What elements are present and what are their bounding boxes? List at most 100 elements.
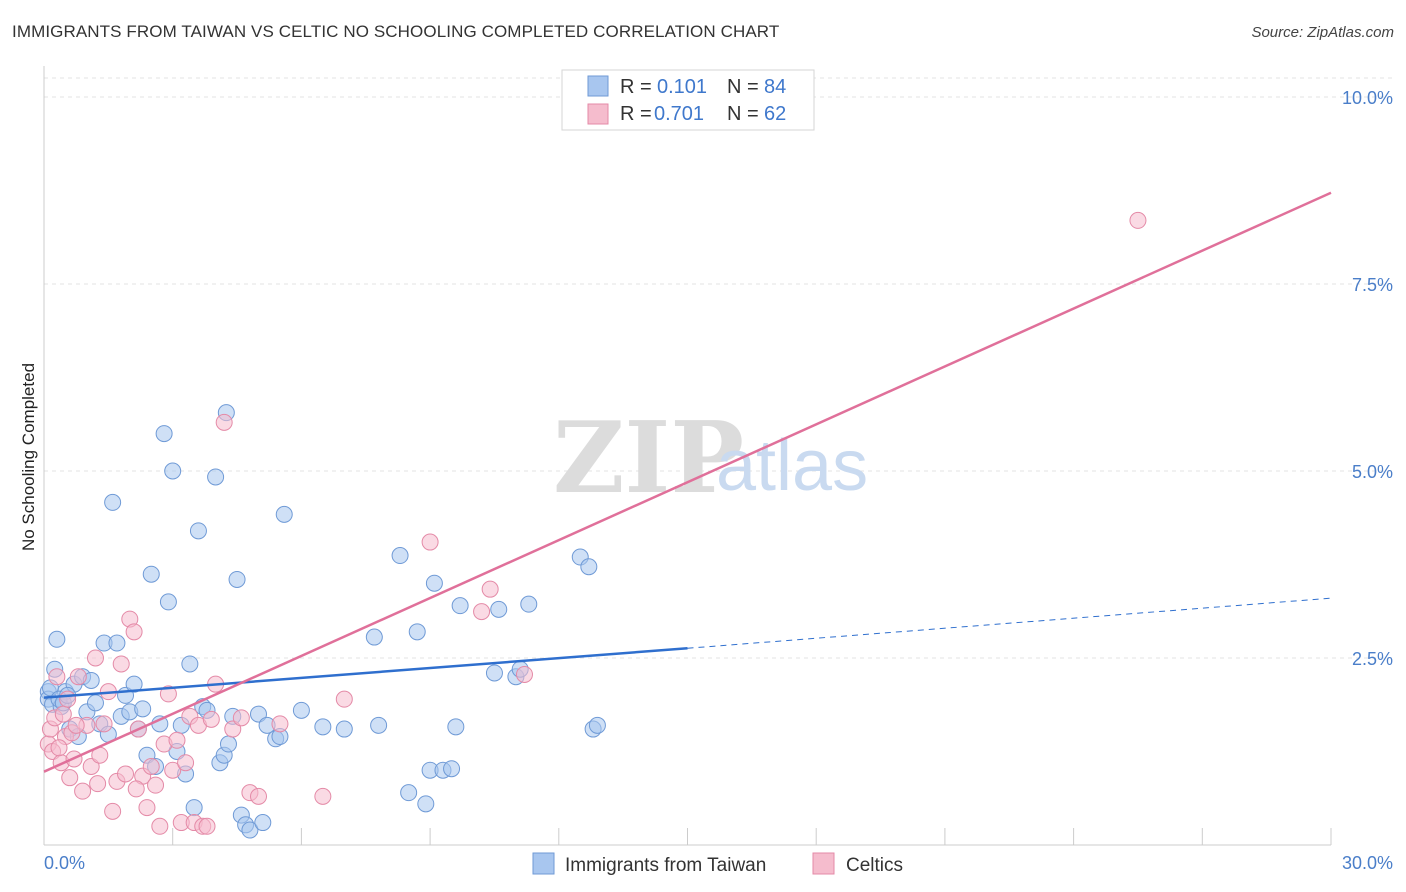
point-celtics [59, 690, 77, 708]
point-taiwan [181, 655, 199, 673]
point-taiwan [408, 623, 426, 641]
point-celtics [1129, 211, 1147, 229]
point-taiwan [159, 593, 177, 611]
bottom-legend-label-celtics: Celtics [846, 855, 903, 876]
point-taiwan [443, 760, 461, 778]
point-celtics [168, 731, 186, 749]
legend-swatch-celtics [587, 103, 609, 125]
point-celtics [54, 705, 72, 723]
point-taiwan [48, 630, 66, 648]
point-celtics [69, 668, 87, 686]
point-celtics [50, 739, 68, 757]
trend-line-taiwan [43, 647, 688, 699]
point-taiwan [164, 462, 182, 480]
point-celtics [515, 665, 533, 683]
point-celtics [82, 757, 100, 775]
x-tick-label: 0.0% [44, 853, 85, 873]
point-celtics [67, 716, 85, 734]
point-taiwan [314, 718, 332, 736]
point-taiwan [451, 597, 469, 615]
bottom-legend-label-taiwan: Immigrants from Taiwan [565, 855, 766, 876]
point-celtics [335, 690, 353, 708]
point-celtics [473, 603, 491, 621]
tick-labels: 2.5% 5.0% 7.5% 10.0% 0.0% 30.0% [44, 88, 1393, 873]
legend-r-value-taiwan: 0.101 [657, 76, 707, 98]
point-celtics [48, 668, 66, 686]
bottom-legend-swatch-taiwan [532, 852, 555, 875]
gridlines [44, 77, 1392, 659]
legend-r-label-taiwan: R = [620, 76, 652, 98]
point-taiwan [370, 716, 388, 734]
point-celtics [198, 817, 216, 835]
point-celtics [61, 769, 79, 787]
point-taiwan [86, 694, 104, 712]
point-celtics [125, 623, 143, 641]
point-taiwan [250, 705, 267, 723]
point-celtics [138, 799, 156, 817]
point-celtics [314, 787, 332, 805]
point-celtics [215, 413, 233, 431]
point-celtics [86, 649, 104, 667]
axes [43, 66, 1332, 846]
point-taiwan [417, 795, 435, 813]
point-taiwan [207, 468, 225, 486]
legend-n-label-taiwan: N = [727, 76, 759, 98]
trend-lines [43, 191, 1332, 773]
point-celtics [147, 776, 165, 794]
y-tick-label: 7.5% [1352, 275, 1393, 295]
point-taiwan [365, 628, 383, 646]
point-taiwan [142, 565, 160, 583]
chart-title: IMMIGRANTS FROM TAIWAN VS CELTIC NO SCHO… [12, 22, 780, 41]
legend-r-value-celtics: 0.701 [654, 103, 704, 125]
legend-r-label-celtics: R = [620, 103, 652, 125]
point-taiwan [275, 505, 293, 523]
watermark-zip: ZIP [553, 401, 744, 516]
point-taiwan [588, 716, 606, 734]
bottom-legend: Immigrants from Taiwan Celtics [532, 852, 903, 876]
point-taiwan [185, 799, 203, 817]
point-celtics [177, 754, 195, 772]
watermark: ZIP atlas [553, 401, 868, 516]
point-taiwan [189, 522, 207, 540]
point-celtics [127, 780, 145, 798]
source-credit: Source: ZipAtlas.com [1251, 24, 1394, 41]
legend-n-value-celtics: 62 [764, 103, 786, 125]
y-tick-label: 2.5% [1352, 649, 1393, 669]
point-taiwan [219, 735, 237, 753]
point-taiwan [335, 720, 353, 738]
point-celtics [142, 757, 160, 775]
point-taiwan [104, 493, 122, 511]
point-taiwan [425, 574, 443, 592]
point-taiwan [108, 634, 126, 652]
point-celtics [112, 655, 130, 673]
legend-n-label-celtics: N = [727, 103, 759, 125]
point-taiwan [241, 821, 259, 839]
point-taiwan [254, 814, 272, 832]
bottom-legend-swatch-celtics [812, 852, 835, 875]
point-taiwan [580, 558, 598, 576]
watermark-atlas: atlas [716, 426, 868, 506]
point-celtics [117, 765, 135, 783]
point-celtics [104, 802, 122, 820]
point-taiwan [490, 600, 508, 618]
point-taiwan [400, 784, 418, 802]
point-taiwan [391, 547, 409, 565]
point-celtics [164, 761, 182, 779]
trend-line-taiwan-extension [687, 597, 1332, 649]
series-celtics-points [39, 211, 1147, 835]
point-taiwan [134, 700, 152, 718]
point-celtics [151, 817, 169, 835]
legend-box: R = 0.101 N = 84 R = 0.701 N = 62 [561, 69, 815, 131]
point-celtics [202, 710, 220, 728]
point-celtics [89, 775, 107, 793]
y-axis-label: No Schooling Completed [19, 363, 38, 551]
point-taiwan [447, 718, 465, 736]
point-celtics [250, 787, 267, 805]
point-celtics [224, 720, 242, 738]
point-celtics [159, 685, 177, 703]
point-celtics [481, 580, 499, 598]
point-taiwan [292, 701, 310, 719]
point-taiwan [520, 595, 538, 613]
point-celtics [421, 533, 439, 551]
